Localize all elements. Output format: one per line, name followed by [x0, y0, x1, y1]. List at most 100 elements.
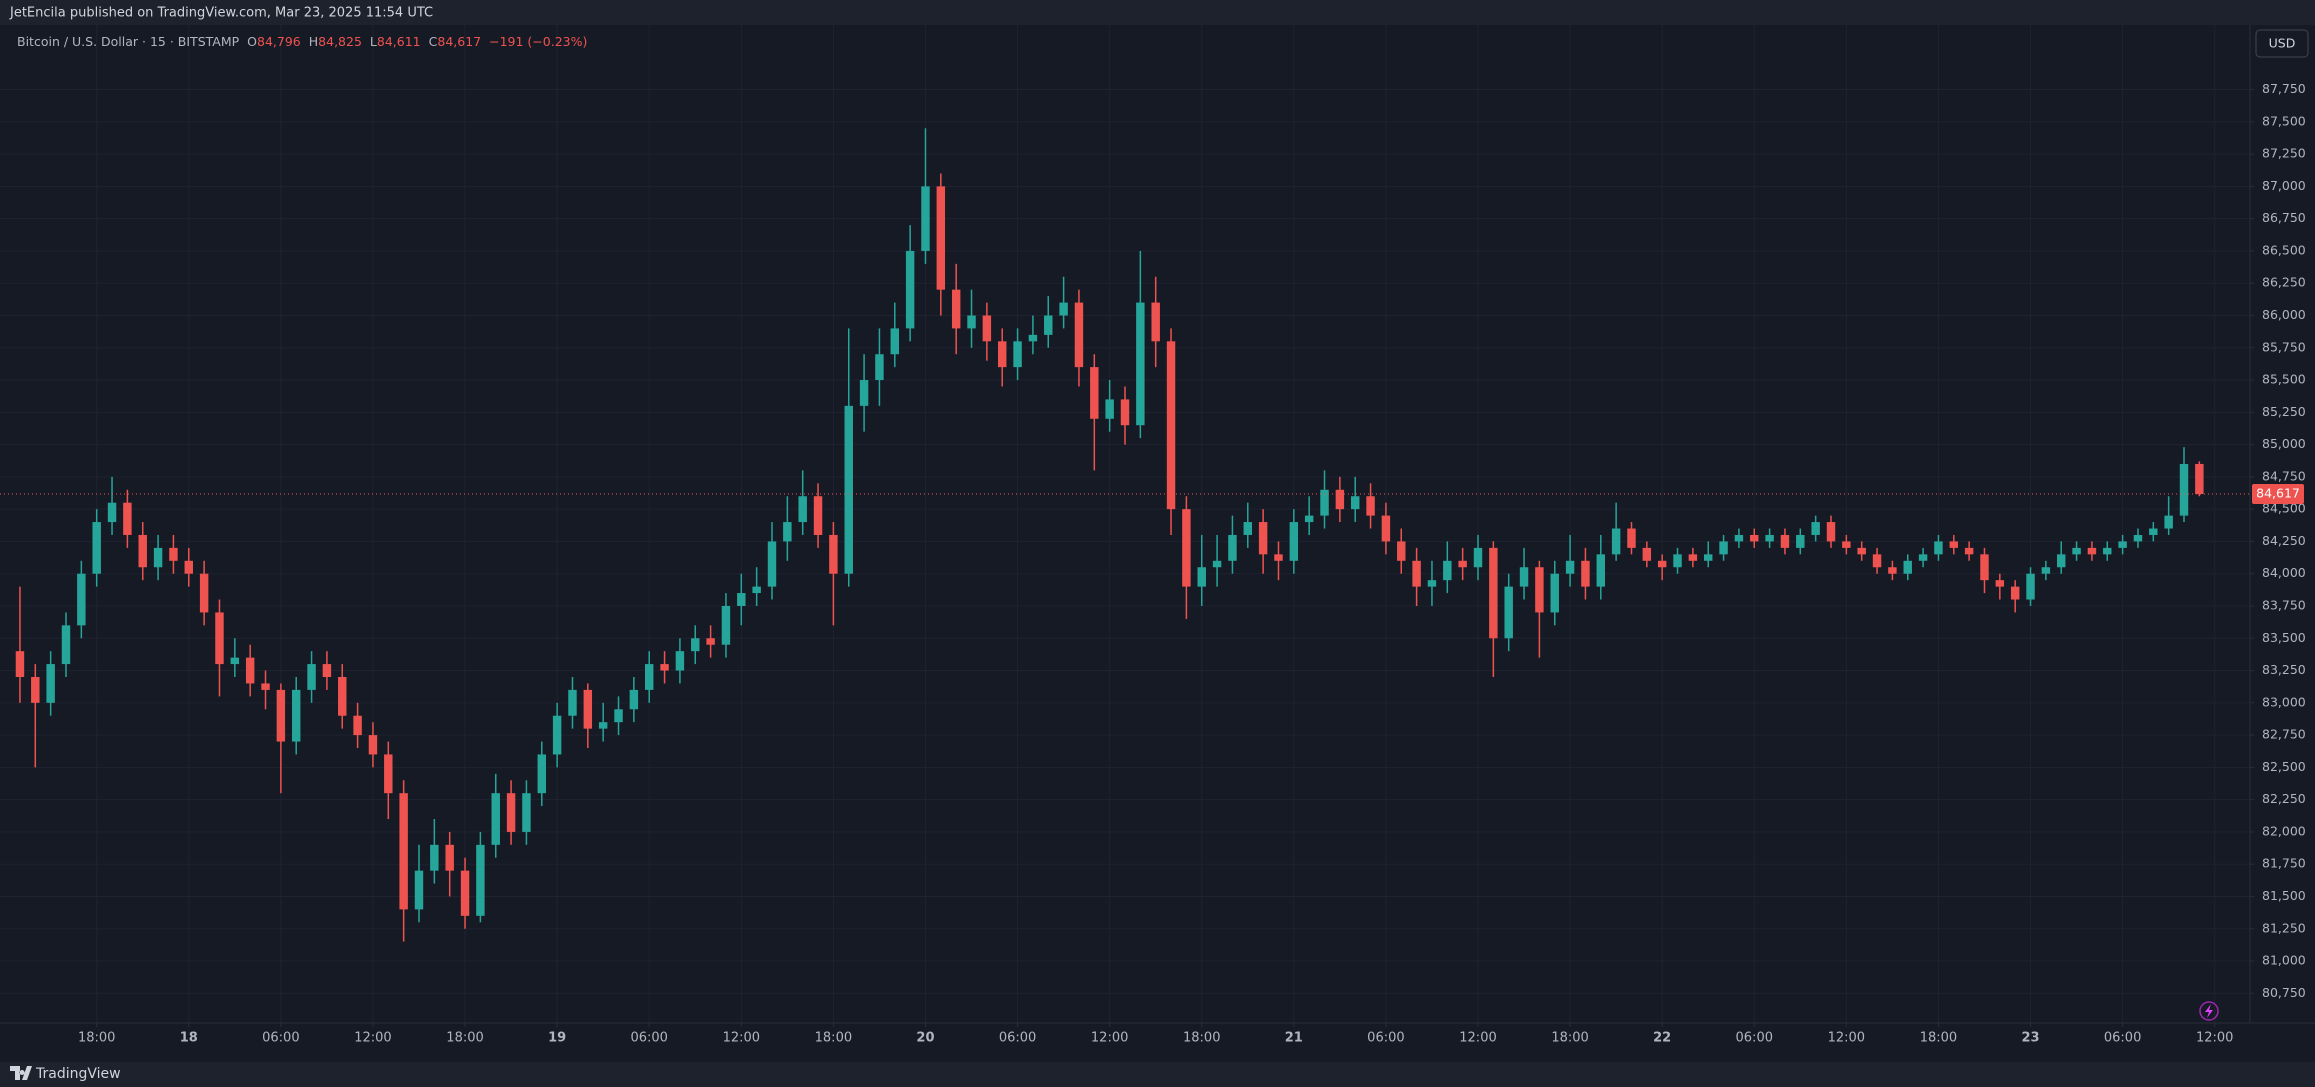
candle-body: [2072, 547, 2081, 555]
x-tick-label: 23: [2021, 1031, 2039, 1046]
x-tick-label: 12:00: [723, 1031, 760, 1046]
candle-body: [813, 496, 823, 535]
candle-body: [1427, 580, 1437, 587]
y-tick-label: 82,750: [2262, 727, 2306, 742]
candle-body: [291, 689, 301, 742]
candle-body: [1796, 534, 1805, 548]
candle-body: [905, 250, 915, 329]
candle-body: [1642, 547, 1652, 561]
ohlc-value: 84,796: [257, 34, 301, 49]
y-tick-label: 85,500: [2262, 372, 2306, 387]
y-tick-label: 87,000: [2262, 178, 2306, 193]
bottom-bar: [0, 1062, 2315, 1087]
candle-body: [1811, 522, 1820, 535]
candle-body: [568, 689, 577, 716]
candle-body: [1028, 334, 1038, 342]
candle-body: [1197, 567, 1206, 587]
candle-body: [2026, 573, 2035, 600]
candle-body: [384, 754, 393, 794]
candle-body: [1397, 541, 1406, 561]
candle-body: [414, 870, 424, 910]
candle-body: [1826, 522, 1836, 542]
x-tick-label: 20: [916, 1031, 934, 1046]
candle-body: [506, 793, 516, 832]
x-tick-label: 06:00: [1367, 1031, 1404, 1046]
y-tick-label: 81,000: [2262, 953, 2306, 968]
y-tick-label: 85,750: [2262, 339, 2306, 354]
x-tick-label: 12:00: [1828, 1031, 1865, 1046]
plot-background: [0, 25, 2315, 1062]
candle-body: [644, 664, 654, 690]
y-tick-label: 82,000: [2262, 823, 2306, 838]
candle-body: [1565, 560, 1575, 574]
y-tick-label: 86,000: [2262, 307, 2306, 322]
ohlc-value: 84,825: [318, 34, 362, 49]
candle-body: [1381, 515, 1391, 542]
candle-body: [1243, 522, 1253, 535]
candle-body: [1934, 541, 1943, 555]
candle-body: [491, 793, 500, 845]
candle-body: [660, 664, 669, 671]
currency-label[interactable]: USD: [2269, 36, 2296, 51]
y-tick-label: 81,750: [2262, 856, 2306, 871]
ohlc-value: 84,611: [377, 34, 421, 49]
candle-body: [1703, 554, 1713, 561]
candle-body: [1136, 302, 1145, 426]
currency-button[interactable]: [2255, 29, 2309, 58]
x-tick-label: 18:00: [1551, 1031, 1588, 1046]
candle-body: [322, 664, 332, 677]
candle-body: [2149, 528, 2158, 535]
candle-body: [1013, 341, 1022, 368]
candle-body: [1166, 341, 1176, 510]
candle-body: [445, 844, 454, 871]
x-tick-label: 22: [1653, 1031, 1671, 1046]
candle-body: [721, 605, 731, 645]
candle-body: [1657, 560, 1667, 568]
candle-body: [245, 657, 255, 684]
candle-body: [230, 657, 240, 665]
candle-body: [46, 664, 55, 703]
candle-body: [1366, 496, 1375, 516]
last-price-label: 84,617: [2256, 486, 2300, 501]
y-tick-label: 86,500: [2262, 242, 2306, 257]
candle-body: [1059, 302, 1068, 316]
candle-body: [921, 186, 930, 251]
candle-body: [890, 328, 900, 355]
y-tick-label: 87,250: [2262, 146, 2306, 161]
candle-body: [1090, 367, 1099, 419]
candle-body: [353, 715, 362, 736]
candle-body: [1105, 399, 1114, 419]
candle-body: [153, 547, 163, 568]
candle-body: [936, 186, 946, 290]
x-tick-label: 18:00: [1920, 1031, 1957, 1046]
candle-body: [1504, 586, 1513, 639]
legend-line: Bitcoin / U.S. Dollar · 15 · BITSTAMP O84…: [17, 34, 587, 49]
y-tick-label: 80,750: [2262, 985, 2306, 1000]
x-tick-label: 06:00: [1736, 1031, 1773, 1046]
candle-body: [307, 664, 316, 690]
candle-body: [1074, 302, 1084, 368]
x-tick-label: 12:00: [1459, 1031, 1496, 1046]
candle-body: [1980, 554, 1989, 581]
candle-body: [2057, 554, 2066, 568]
x-tick-label: 18:00: [78, 1031, 115, 1046]
y-tick-label: 81,250: [2262, 920, 2306, 935]
top-bar: [0, 0, 2315, 25]
y-tick-label: 85,250: [2262, 404, 2306, 419]
lightning-icon[interactable]: [2199, 1001, 2219, 1021]
ohlc-key: O: [247, 34, 257, 49]
candle-body: [1995, 580, 2005, 587]
ohlc-key: L: [370, 34, 377, 49]
candle-body: [169, 547, 178, 561]
candle-body: [1734, 534, 1744, 542]
candle-body: [1550, 573, 1559, 613]
candle-body: [829, 534, 838, 574]
candle-body: [2041, 567, 2051, 574]
candle-body: [1458, 560, 1467, 568]
candle-body: [1872, 554, 1882, 568]
y-tick-label: 83,500: [2262, 630, 2306, 645]
candle-body: [1688, 554, 1698, 561]
candles: [0, 128, 2250, 942]
candle-body: [1596, 554, 1606, 587]
